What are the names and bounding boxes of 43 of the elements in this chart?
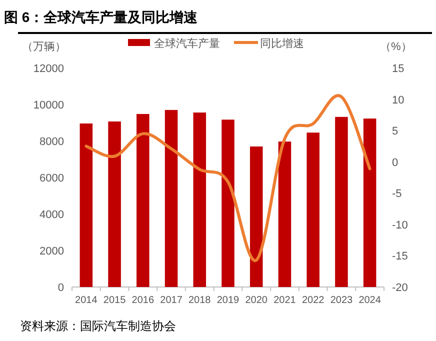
bar <box>136 114 150 287</box>
y2-tick-label: -10 <box>392 219 408 232</box>
bar <box>108 121 121 287</box>
legend-label: 全球汽车产量 <box>154 37 220 50</box>
x-tick-label: 2015 <box>103 295 126 306</box>
y2-tick-label: 0 <box>392 156 398 169</box>
x-tick-label: 2014 <box>75 295 98 306</box>
y2-axis-title: （%） <box>380 41 412 53</box>
y2-tick-label: 10 <box>392 94 404 106</box>
bar <box>80 123 93 287</box>
y2-tick-label: -20 <box>392 282 408 294</box>
bar <box>306 132 320 287</box>
legend-label: 同比增速 <box>260 37 304 50</box>
y2-tick-label: -5 <box>392 188 402 200</box>
bar <box>335 116 348 287</box>
x-tick-label: 2023 <box>330 295 354 306</box>
x-tick-label: 2017 <box>160 295 183 306</box>
y2-tick-label: 5 <box>392 126 398 138</box>
y-tick-label: 6000 <box>40 172 64 184</box>
y-tick-label: 4000 <box>40 209 64 221</box>
bar <box>222 120 234 287</box>
y-tick-label: 12000 <box>33 63 64 75</box>
bar <box>164 110 178 287</box>
y-tick-label: 8000 <box>40 136 64 148</box>
x-tick-label: 2016 <box>132 295 154 306</box>
y-tick-label: 0 <box>58 282 64 294</box>
y-tick-label: 2000 <box>40 246 64 258</box>
x-tick-label: 2019 <box>216 295 240 306</box>
text: 资料来源：国际汽车制造协会 <box>20 319 176 333</box>
chart-title: 图 6：全球汽车产量及同比增速 <box>4 9 199 25</box>
bar <box>278 142 292 287</box>
x-tick-label: 2020 <box>245 295 268 306</box>
x-tick-label: 2024 <box>358 295 382 306</box>
y-tick-label: 10000 <box>33 100 64 112</box>
y-axis-title: （万辆） <box>22 41 66 53</box>
bar <box>363 118 376 287</box>
y2-tick-label: 15 <box>392 63 404 75</box>
bar <box>193 112 206 287</box>
x-tick-label: 2021 <box>274 295 296 306</box>
x-tick-label: 2018 <box>188 295 212 306</box>
bar <box>250 146 263 287</box>
y2-tick-label: -15 <box>392 250 408 263</box>
x-tick-label: 2022 <box>302 295 325 306</box>
